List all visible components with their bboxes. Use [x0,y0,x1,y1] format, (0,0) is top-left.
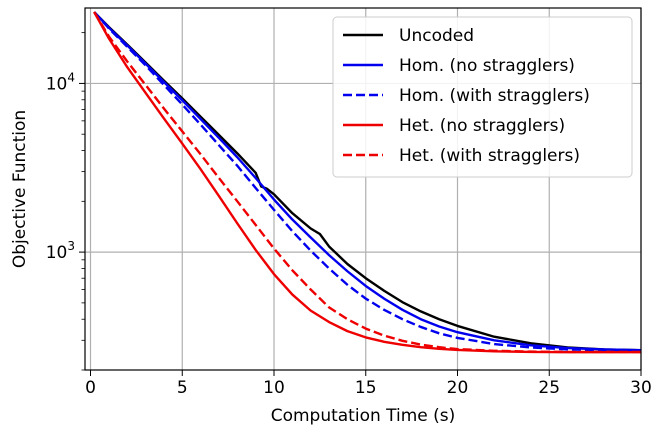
legend-box [332,16,633,178]
series-line-5 [93,11,641,354]
series-line-3 [93,11,641,352]
y-axis-label: Objective Function [10,110,30,268]
x-tick-label: 15 [355,378,377,398]
legend-label: Het. (with stragglers) [399,146,580,166]
y-axis: 103 104 [46,32,85,371]
series-line-2 [93,11,641,352]
y-tick-label: 103 [46,239,75,263]
legend-label: Het. (no stragglers) [399,116,565,136]
x-axis-label: Computation Time (s) [271,406,456,426]
x-axis: 0 5 10 15 20 25 30 [85,370,652,398]
x-tick-label: 5 [177,378,188,398]
legend-label: Uncoded [399,26,474,46]
series-line-4 [93,11,641,354]
legend-label: Hom. (with stragglers) [399,86,590,106]
x-tick-label: 30 [630,378,652,398]
y-tick-label: 104 [46,70,75,94]
x-tick-label: 10 [263,378,285,398]
series-layer [93,11,641,354]
plot-frame [84,7,642,371]
x-tick-label: 0 [85,378,96,398]
x-tick-label: 25 [538,378,560,398]
legend-label: Hom. (no stragglers) [399,56,575,76]
x-tick-label: 20 [447,378,469,398]
legend: Uncoded Hom. (no stragglers) Hom. (with st… [332,16,633,178]
